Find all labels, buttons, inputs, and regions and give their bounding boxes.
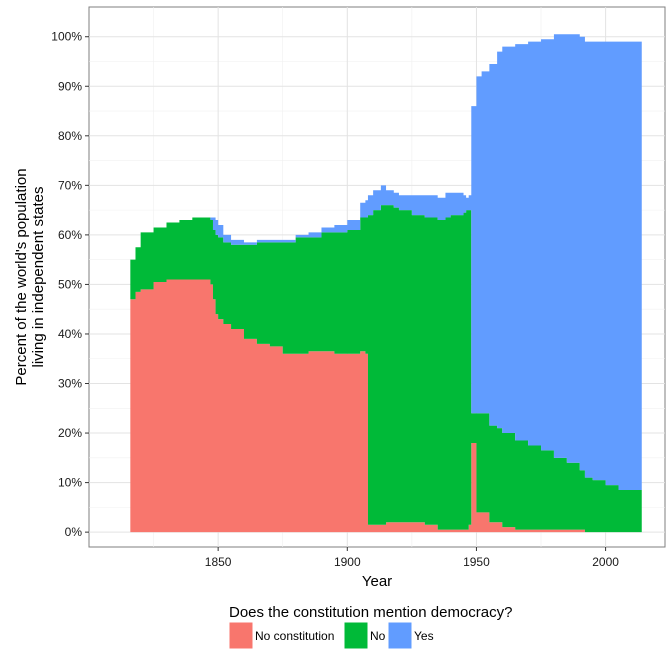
stacked-areas (130, 34, 642, 533)
legend-label-no: No (370, 629, 386, 643)
y-axis-title: Percent of the world's population living… (13, 168, 47, 385)
x-tick-label: 1950 (463, 555, 490, 569)
y-tick-label: 10% (58, 476, 82, 490)
legend: No constitution No Yes (228, 621, 434, 650)
axes: 0% 10% 20% 30% 40% 50% 60% 70% 80% 90% 100% 1850 190… (51, 30, 619, 569)
y-tick-label: 70% (58, 178, 82, 192)
x-tick-label: 2000 (592, 555, 619, 569)
legend-key-yes (387, 621, 413, 650)
legend-label-yes: Yes (414, 629, 434, 643)
y-axis-title-line-1: Percent of the world's population (13, 168, 30, 385)
y-tick-label: 80% (58, 129, 82, 143)
x-tick-label: 1900 (334, 555, 361, 569)
x-axis-title: Year (362, 573, 392, 590)
y-tick-label: 20% (58, 426, 82, 440)
y-tick-label: 90% (58, 79, 82, 93)
x-tick-label: 1850 (205, 555, 232, 569)
y-tick-label: 0% (65, 525, 83, 539)
y-tick-label: 50% (58, 277, 82, 291)
y-tick-label: 60% (58, 228, 82, 242)
y-axis-title-line-2: living in independent states (30, 187, 47, 368)
legend-key-no (343, 621, 369, 650)
area-series-no (130, 205, 642, 533)
area-series-no-constitution (130, 279, 642, 533)
area-series-yes (130, 34, 642, 491)
legend-label-no-constitution: No constitution (255, 629, 334, 643)
y-tick-label: 100% (51, 30, 82, 44)
y-tick-label: 30% (58, 377, 82, 391)
legend-key-no-constitution (228, 621, 254, 650)
legend-title: Does the constitution mention democracy? (229, 604, 512, 621)
y-tick-label: 40% (58, 327, 82, 341)
